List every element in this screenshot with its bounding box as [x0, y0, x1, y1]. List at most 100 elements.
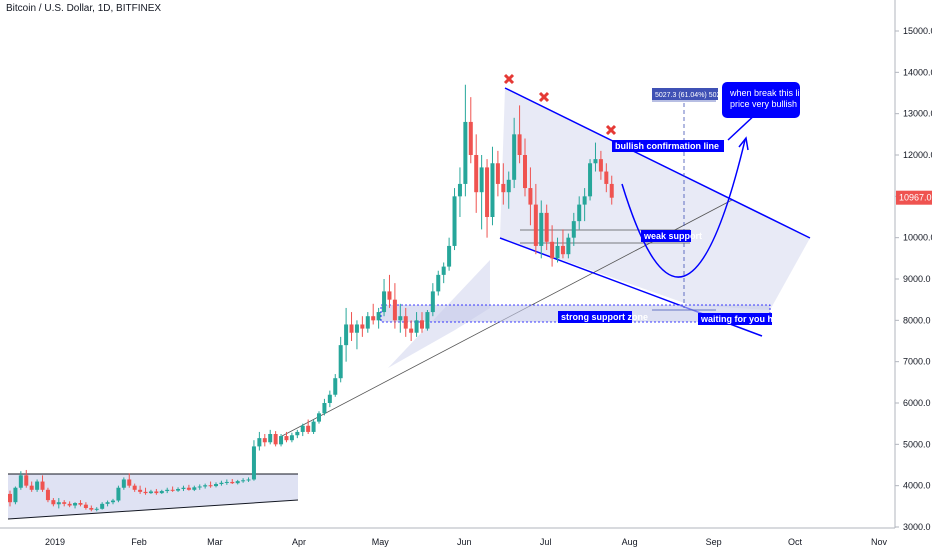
waiting-label: waiting for you here: [700, 314, 787, 324]
projection-arrowhead: [738, 136, 749, 151]
candle-body: [40, 481, 45, 490]
candle-body: [577, 204, 582, 222]
candle-body: [279, 436, 284, 445]
rejection-x-icon: [605, 124, 617, 136]
y-tick-label: 12000.0: [903, 150, 932, 160]
candle-body: [45, 489, 50, 501]
candle-body: [555, 245, 560, 259]
candle-body: [588, 163, 593, 197]
channel-upper-line: [504, 87, 811, 239]
candle-body: [598, 159, 603, 172]
candle-body: [322, 403, 327, 414]
candle-body: [246, 479, 251, 481]
candle-body: [441, 266, 446, 275]
candle-body: [485, 167, 490, 217]
candle-body: [186, 487, 191, 490]
candle-body: [354, 324, 359, 333]
bullish-confirmation-label: bullish confirmation line: [615, 141, 719, 151]
candle-body: [56, 502, 61, 505]
candle-body: [382, 291, 387, 313]
rejection-x-icon: [538, 91, 550, 103]
x-tick-label: Apr: [292, 537, 306, 547]
candle-body: [121, 479, 126, 488]
candle-body: [409, 328, 414, 333]
candle-body: [490, 163, 495, 217]
candle-body: [35, 481, 40, 490]
candle-body: [181, 487, 186, 489]
candle-body: [560, 245, 565, 255]
y-tick-label: 8000.0: [903, 315, 931, 325]
x-tick-label: Jun: [457, 537, 472, 547]
candle-body: [306, 425, 311, 432]
candle-body: [517, 134, 522, 155]
x-tick-label: Feb: [131, 537, 147, 547]
x-tick-label: Jul: [540, 537, 552, 547]
candle-body: [208, 485, 213, 487]
candle-body: [235, 481, 240, 484]
descending-channel-zone: [500, 88, 810, 310]
x-tick-label: Nov: [871, 537, 888, 547]
candle-body: [479, 167, 484, 193]
chart-title: Bitcoin / U.S. Dollar, 1D, BITFINEX: [6, 3, 162, 14]
candle-body: [262, 438, 267, 443]
y-tick-label: 6000.0: [903, 398, 931, 408]
candle-body: [452, 196, 457, 246]
y-tick-label: 4000.0: [903, 481, 931, 491]
last-price-label: 10967.0: [899, 193, 932, 203]
candle-body: [506, 179, 511, 193]
candle-body: [289, 435, 294, 441]
strong-support-box: [558, 311, 632, 323]
candle-body: [132, 485, 137, 490]
candle-body: [154, 491, 159, 494]
candle-body: [165, 489, 170, 492]
candle-body: [29, 485, 34, 490]
candle-body: [376, 312, 381, 321]
candle-body: [523, 155, 527, 189]
candle-body: [333, 378, 338, 395]
candle-body: [284, 436, 289, 441]
candle-body: [203, 485, 208, 487]
x-tick-label: May: [372, 537, 390, 547]
candle-body: [51, 500, 56, 505]
x-tick-label: Aug: [622, 537, 638, 547]
candle-body: [468, 121, 473, 155]
candle-body: [420, 320, 424, 329]
candle-body: [78, 503, 83, 505]
weak-support-label: weak support: [643, 231, 702, 241]
y-tick-label: 10000.0: [903, 233, 932, 243]
candle-body: [159, 491, 164, 494]
candle-body: [544, 212, 549, 242]
candle-body: [398, 316, 403, 321]
candle-body: [219, 482, 224, 485]
candle-body: [257, 438, 262, 447]
candle-body: [143, 491, 148, 494]
candle-body: [512, 134, 517, 180]
waiting-box: [698, 313, 772, 325]
candle-body: [170, 489, 175, 491]
candle-body: [13, 487, 18, 503]
candle-body: [105, 502, 110, 504]
candle-body: [365, 316, 370, 329]
consolidation-bottom-line: [7, 499, 299, 520]
candle-body: [214, 484, 218, 487]
rejection-x-icon: [503, 73, 515, 85]
candle-body: [360, 324, 365, 329]
candle-body: [89, 507, 94, 510]
candle-body: [582, 196, 587, 205]
candle-body: [251, 446, 256, 480]
candle-body: [327, 394, 332, 403]
candle-body: [392, 299, 397, 321]
candles: [8, 84, 614, 512]
candle-body: [100, 503, 105, 509]
candle-body: [94, 508, 99, 510]
candle-body: [67, 503, 72, 506]
x-axis: 2019 Feb Mar Apr May Jun Jul Aug Sep Oct Nov: [0, 527, 895, 547]
y-tick-label: 9000.0: [903, 274, 931, 284]
y-tick-label: 3000.0: [903, 522, 931, 532]
candle-body: [111, 500, 115, 503]
candle-body: [436, 274, 441, 292]
weak-support-box: [641, 230, 691, 242]
candle-body: [197, 486, 202, 488]
candle-body: [18, 475, 23, 488]
